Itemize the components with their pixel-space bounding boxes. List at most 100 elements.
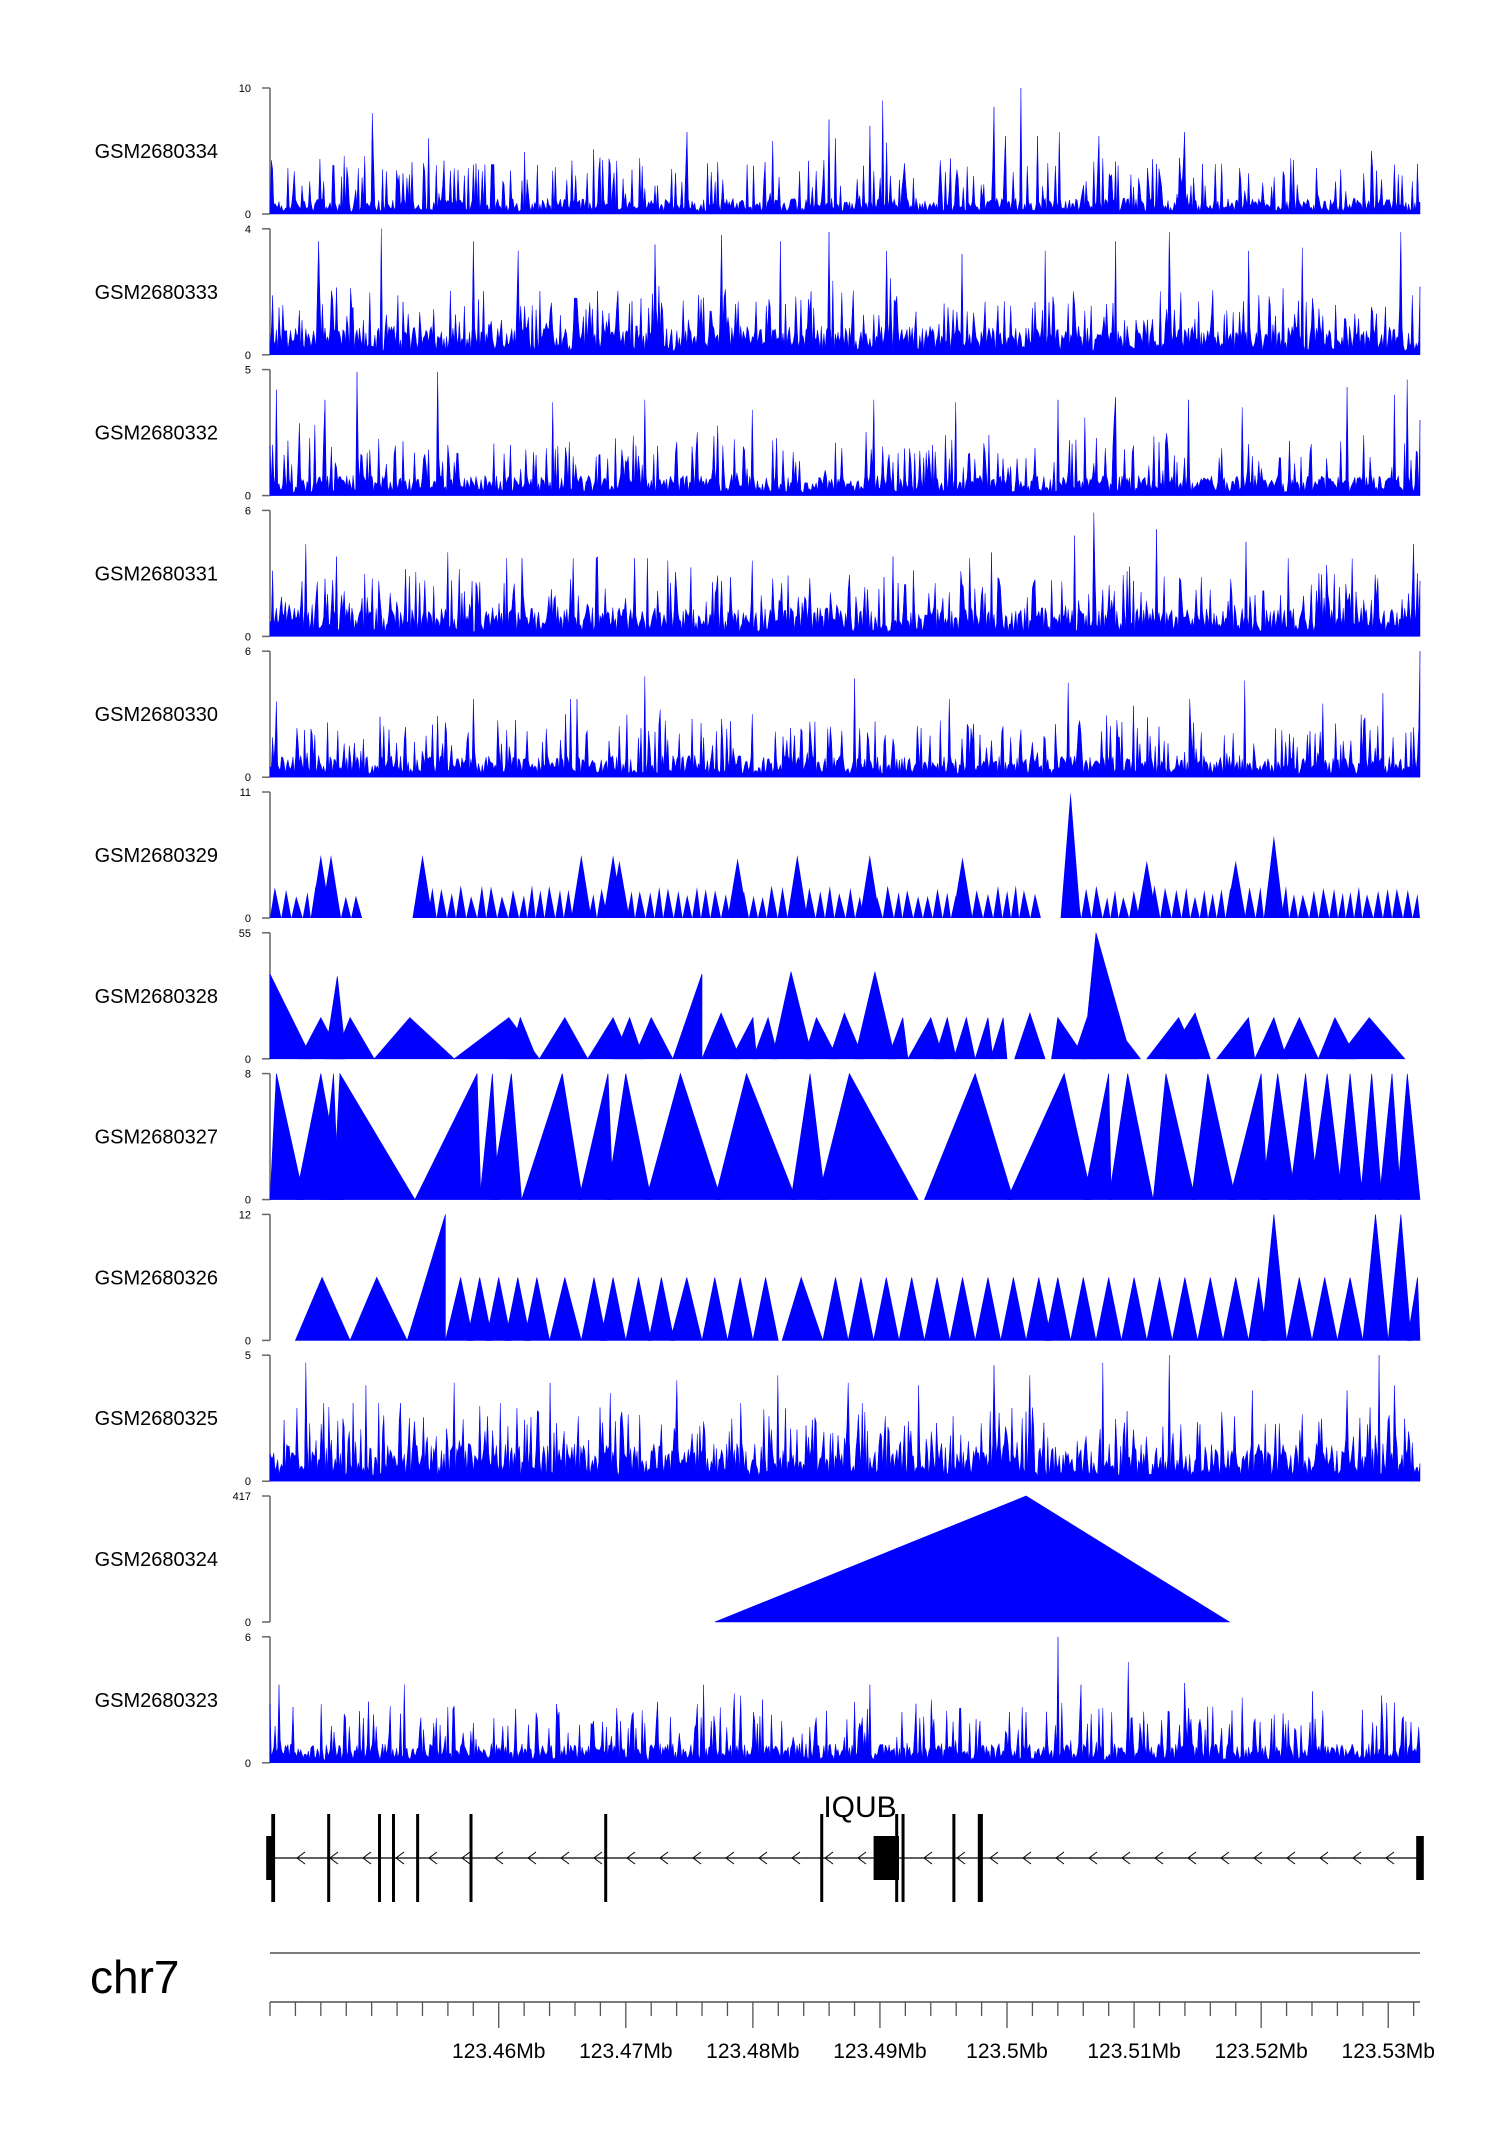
- coverage-peak: [333, 1072, 416, 1200]
- coverage-area: [270, 885, 1420, 918]
- track-GSM2680327: GSM2680327 8 0: [95, 1069, 1421, 1207]
- coverage-peak: [485, 1277, 512, 1341]
- coverage-peak: [974, 1277, 1002, 1341]
- track-GSM2680334: GSM2680334 10 0: [95, 83, 1421, 221]
- tick-label: 123.47Mb: [579, 2040, 672, 2063]
- strand-arrow: [1154, 1851, 1164, 1865]
- y-max-label: 11: [240, 787, 251, 799]
- coverage-peak: [1359, 1073, 1383, 1200]
- coverage-peak: [1406, 1277, 1421, 1341]
- coverage-area: [269, 512, 1421, 637]
- strand-arrow: [461, 1851, 471, 1865]
- exon: [873, 1836, 900, 1880]
- strand-arrow: [1319, 1851, 1329, 1865]
- track-GSM2680332: GSM2680332 5 0: [95, 365, 1421, 503]
- track-label: GSM2680330: [95, 704, 218, 726]
- exon: [327, 1814, 331, 1902]
- coverage-peak: [907, 1016, 944, 1060]
- y-max-label: 6: [245, 646, 251, 658]
- y-max-label: 417: [233, 1491, 251, 1503]
- coverage-peak: [521, 1073, 583, 1200]
- strand-arrow: [362, 1851, 372, 1865]
- coverage-peak: [406, 1214, 446, 1341]
- coverage-peak: [1165, 1012, 1211, 1060]
- coverage-peak: [1197, 1277, 1224, 1341]
- coverage-peak: [669, 1277, 703, 1341]
- signal-tracks: GSM2680334100GSM268033340GSM268033250GSM…: [95, 83, 1421, 1770]
- coverage-peak: [714, 1072, 797, 1200]
- coverage-peak: [508, 1016, 538, 1060]
- coverage-area: [269, 228, 1421, 356]
- y-max-label: 55: [239, 928, 251, 940]
- coverage-area: [269, 87, 1421, 215]
- exon: [266, 1836, 273, 1880]
- track-GSM2680323: GSM2680323 6 0: [95, 1632, 1421, 1770]
- track-label: GSM2680325: [95, 1408, 218, 1430]
- coverage-peak: [859, 855, 880, 918]
- coverage-peak: [1260, 1214, 1287, 1341]
- tick-label: 123.49Mb: [833, 2040, 926, 2063]
- coverage-peak: [445, 1277, 474, 1341]
- strand-arrow: [1187, 1851, 1197, 1865]
- strand-arrow: [989, 1851, 999, 1865]
- coverage-area: [269, 1636, 1421, 1764]
- coverage-peak: [580, 1277, 608, 1341]
- coverage-peak: [952, 857, 973, 918]
- strand-arrow: [923, 1851, 933, 1865]
- gene-track: IQUB: [266, 1791, 1424, 1902]
- y-min-label: 0: [245, 209, 251, 221]
- gene-label: IQUB: [823, 1791, 896, 1824]
- tick-label: 123.46Mb: [452, 2040, 545, 2063]
- chromosome-label: chr7: [90, 1951, 179, 2003]
- strand-arrow: [857, 1851, 867, 1865]
- tick-label: 123.52Mb: [1214, 2040, 1307, 2063]
- exon: [901, 1814, 905, 1902]
- coverage-peak: [1378, 1073, 1402, 1200]
- strand-arrow: [1055, 1851, 1065, 1865]
- coverage-peak: [790, 1073, 826, 1200]
- strand-arrow: [1253, 1851, 1263, 1865]
- coverage-peak: [752, 1277, 779, 1341]
- genome-axis: chr7 123.46Mb 123.47Mb 123.48Mb 123.49Mb 123…: [90, 1951, 1435, 2063]
- coverage-peak: [873, 1277, 900, 1341]
- coverage-peak: [625, 1277, 652, 1341]
- coverage-area: [269, 651, 1421, 778]
- coverage-peak: [269, 973, 313, 1060]
- coverage-peak: [1136, 860, 1157, 918]
- y-max-label: 12: [239, 1209, 251, 1221]
- coverage-peak: [730, 1016, 758, 1060]
- y-min-label: 0: [245, 1054, 251, 1066]
- coverage-peak: [632, 1016, 674, 1060]
- coverage-peak: [538, 1017, 589, 1060]
- coverage-peak: [1060, 792, 1081, 918]
- exon: [271, 1814, 276, 1902]
- track-GSM2680329: GSM2680329 11 0: [95, 787, 1420, 925]
- coverage-peak: [578, 1073, 614, 1200]
- coverage-peak: [321, 855, 341, 918]
- coverage-peak: [414, 1073, 482, 1200]
- coverage-peak: [1070, 1277, 1097, 1341]
- strand-arrow: [395, 1851, 405, 1865]
- coverage-peak: [887, 1017, 909, 1060]
- coverage-peak: [523, 1277, 550, 1341]
- strand-arrow: [1286, 1851, 1296, 1865]
- coverage-peak: [1108, 1073, 1154, 1200]
- coverage-peak: [1006, 1072, 1093, 1200]
- y-min-label: 0: [245, 1195, 251, 1207]
- coverage-peak: [898, 1277, 925, 1341]
- coverage-peak: [1044, 1277, 1071, 1341]
- track-label: GSM2680326: [95, 1267, 218, 1289]
- strand-arrow: [494, 1851, 504, 1865]
- strand-arrow: [1352, 1851, 1362, 1865]
- exon: [469, 1814, 473, 1902]
- coverage-peak: [1336, 1017, 1406, 1060]
- coverage-peak: [1225, 860, 1246, 918]
- coverage-area: [269, 372, 1421, 496]
- coverage-peak: [349, 1276, 408, 1341]
- track-label: GSM2680334: [95, 141, 218, 163]
- y-min-label: 0: [245, 913, 251, 925]
- coverage-peak: [949, 1277, 976, 1341]
- track-label: GSM2680332: [95, 423, 218, 445]
- coverage-peak: [479, 1073, 500, 1200]
- axis-ticks: 123.46Mb 123.47Mb 123.48Mb 123.49Mb 123.5Mb 1…: [269, 2002, 1435, 2063]
